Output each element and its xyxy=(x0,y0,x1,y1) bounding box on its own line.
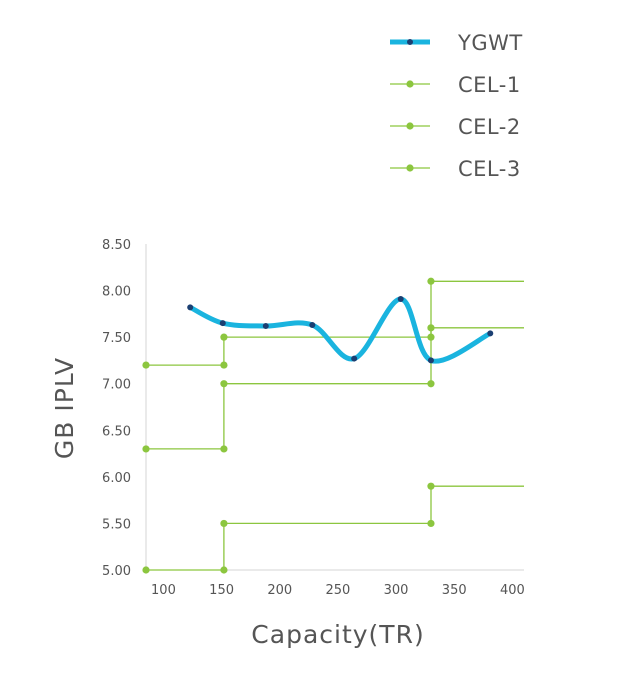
data-point xyxy=(220,361,228,369)
x-tick-label: 400 xyxy=(500,583,525,598)
y-tick-label: 6.00 xyxy=(102,471,131,486)
legend-marker xyxy=(407,39,413,45)
data-point xyxy=(427,482,435,490)
data-point xyxy=(220,333,228,341)
data-point xyxy=(397,295,404,302)
series-line-cel-3 xyxy=(146,280,524,366)
x-tick-label: 250 xyxy=(325,583,350,598)
y-tick-label: 6.50 xyxy=(102,424,131,439)
data-point xyxy=(187,304,194,311)
series-line-cel-1 xyxy=(146,485,524,571)
legend-label: YGWT xyxy=(457,31,523,55)
legend: YGWT CEL-1 CEL-2 CEL-3 xyxy=(390,31,523,181)
legend-marker xyxy=(406,164,414,172)
data-point xyxy=(427,357,434,364)
series-line-ygwt xyxy=(187,296,493,364)
x-tick-label: 300 xyxy=(384,583,409,598)
data-point xyxy=(142,361,150,369)
x-tick-label: 100 xyxy=(151,583,176,598)
data-point xyxy=(142,445,150,453)
data-point xyxy=(262,322,269,329)
data-point xyxy=(427,277,435,285)
legend-item-cel-3: CEL-3 xyxy=(390,157,521,181)
data-point xyxy=(487,330,494,337)
y-tick-label: 5.50 xyxy=(102,517,131,532)
data-point xyxy=(309,322,316,329)
data-point xyxy=(220,566,228,574)
y-tick-label: 5.00 xyxy=(102,564,131,579)
series-cel-1 xyxy=(142,482,524,574)
data-point xyxy=(219,320,226,327)
x-tick-label: 200 xyxy=(267,583,292,598)
data-point xyxy=(220,380,228,388)
series-ygwt xyxy=(187,295,494,364)
x-axis-title: Capacity(TR) xyxy=(251,620,424,649)
series-line-cel-2 xyxy=(146,327,524,450)
legend-marker xyxy=(406,122,414,130)
legend-label: CEL-2 xyxy=(458,115,521,139)
y-tick-label: 8.00 xyxy=(102,285,131,300)
data-point xyxy=(220,519,228,528)
y-axis-title: GB IPLV xyxy=(50,357,79,459)
data-point xyxy=(220,445,228,453)
y-axis-ticks: 5.00 5.50 6.00 6.50 7.00 7.50 8.00 8.50 xyxy=(102,238,131,579)
y-tick-label: 7.00 xyxy=(102,378,131,393)
legend-marker xyxy=(406,80,414,88)
legend-item-cel-1: CEL-1 xyxy=(390,73,521,97)
x-tick-label: 150 xyxy=(209,583,234,598)
series-layer xyxy=(142,277,524,574)
legend-item-ygwt: YGWT xyxy=(390,31,523,55)
x-tick-label: 350 xyxy=(442,583,467,598)
data-point xyxy=(427,333,435,341)
data-point xyxy=(142,566,150,574)
legend-label: CEL-3 xyxy=(458,157,521,181)
legend-item-cel-2: CEL-2 xyxy=(390,115,521,139)
x-axis-ticks: 100 150 200 250 300 350 400 xyxy=(151,583,525,598)
y-tick-label: 8.50 xyxy=(102,238,131,253)
series-cel-3 xyxy=(142,277,524,369)
y-tick-label: 7.50 xyxy=(102,331,131,346)
data-point xyxy=(427,519,435,528)
data-point xyxy=(427,380,435,388)
legend-label: CEL-1 xyxy=(458,73,521,97)
data-point xyxy=(351,355,358,362)
